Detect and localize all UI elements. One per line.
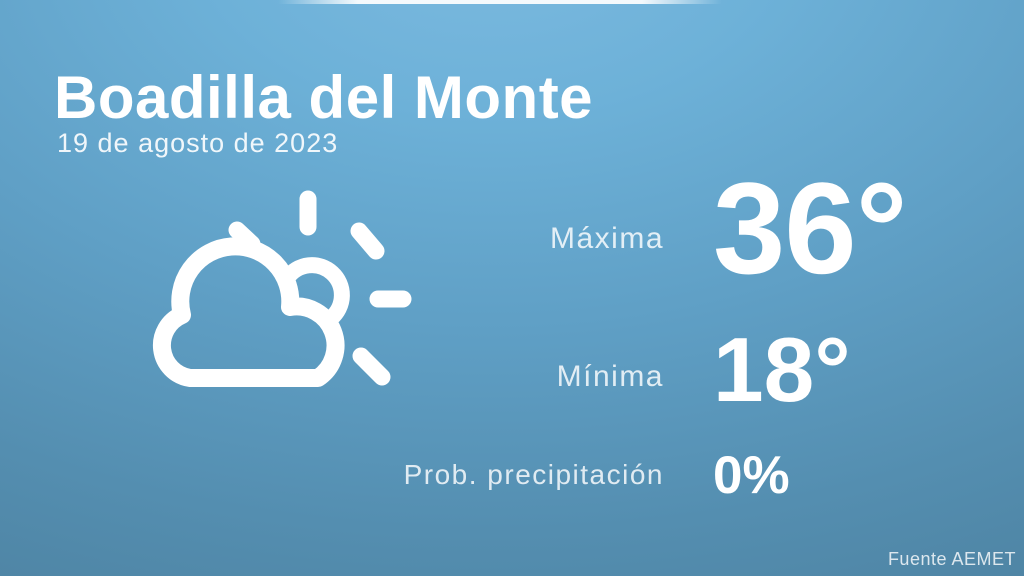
sun-behind-cloud-icon bbox=[152, 190, 412, 387]
metric-value-max: 36° bbox=[713, 155, 908, 301]
page-date: 19 de agosto de 2023 bbox=[57, 128, 339, 158]
sun-ray-bottom-right-icon bbox=[352, 347, 391, 386]
sun-rays bbox=[228, 190, 412, 386]
metric-value-precipitation: 0% bbox=[713, 446, 790, 505]
metric-label-max: Máxima bbox=[549, 222, 664, 255]
metric-value-min: 18° bbox=[713, 320, 851, 421]
metric-label-precipitation: Prob. precipitación bbox=[403, 459, 664, 490]
metric-label-min: Mínima bbox=[556, 360, 664, 393]
source-credit: Fuente AEMET bbox=[887, 549, 1016, 569]
sun-ray-top-right-icon bbox=[350, 222, 385, 260]
page-title: Boadilla del Monte bbox=[54, 64, 594, 131]
top-edge-highlight bbox=[278, 0, 722, 4]
sun-arc-icon bbox=[279, 257, 350, 326]
cloud-outline-icon bbox=[152, 237, 345, 387]
